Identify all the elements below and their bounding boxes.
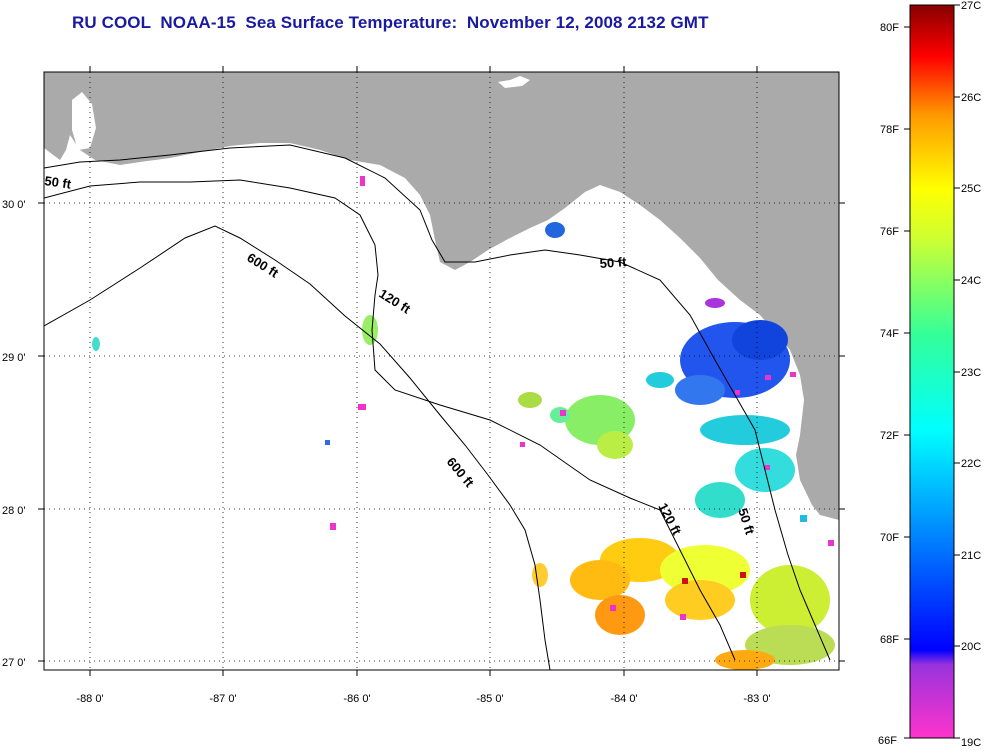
colorbar-gradient — [909, 4, 955, 739]
colorbar-c-label: 23C — [961, 367, 981, 379]
colorbar-c-label: 21C — [961, 550, 981, 562]
land-mass — [44, 72, 839, 520]
colorbar-c-label: 27C — [961, 0, 981, 12]
contour-label-50ft-west: 50 ft — [44, 173, 73, 192]
colorbar-c-label: 25C — [961, 183, 981, 195]
x-tick-label: -84 0' — [610, 693, 637, 705]
chart-title: RU COOL NOAA-15 Sea Surface Temperature:… — [72, 13, 709, 32]
colorbar-f-label: 66F — [878, 735, 897, 747]
frame-ticks — [38, 66, 845, 676]
plot-frame — [43, 71, 840, 671]
colorbar-c-label: 19C — [961, 737, 981, 749]
colorbar-c-label: 26C — [961, 92, 981, 104]
contour-label-50ft-mid: 50 ft — [599, 254, 627, 271]
y-tick-label: 29 0' — [2, 352, 26, 364]
colorbar-f-label: 70F — [880, 532, 899, 544]
colorbar-c-label: 22C — [961, 458, 981, 470]
x-tick-label: -87 0' — [209, 693, 236, 705]
colorbar-f-label: 80F — [880, 22, 899, 34]
colorbar-c-label: 24C — [961, 275, 981, 287]
contour-120ft — [44, 179, 736, 661]
y-tick-label: 28 0' — [2, 505, 26, 517]
contour-600ft — [44, 225, 551, 670]
bay-inlet — [72, 92, 96, 150]
y-tick-label: 27 0' — [2, 657, 26, 669]
colorbar-f-label: 68F — [880, 634, 899, 646]
colorbar-f-label: 74F — [880, 328, 899, 340]
y-tick-label: 30 0' — [2, 199, 26, 211]
colorbar-f-label: 76F — [880, 226, 899, 238]
colorbar: 80F 78F 76F 74F 72F 70F 68F 66F 27C 26C … — [878, 0, 981, 749]
contour-50ft — [44, 144, 831, 661]
x-tick-label: -83 0' — [743, 693, 770, 705]
x-tick-label: -86 0' — [343, 693, 370, 705]
y-axis-labels: 30 0' 29 0' 28 0' 27 0' — [2, 199, 26, 669]
x-axis-labels: -88 0' -87 0' -86 0' -85 0' -84 0' -83 0… — [76, 693, 770, 705]
colorbar-c-label: 20C — [961, 641, 981, 653]
colorbar-f-label: 72F — [880, 430, 899, 442]
x-tick-label: -88 0' — [76, 693, 103, 705]
inland-lake — [498, 76, 530, 88]
x-tick-label: -85 0' — [476, 693, 503, 705]
colorbar-f-label: 78F — [880, 124, 899, 136]
